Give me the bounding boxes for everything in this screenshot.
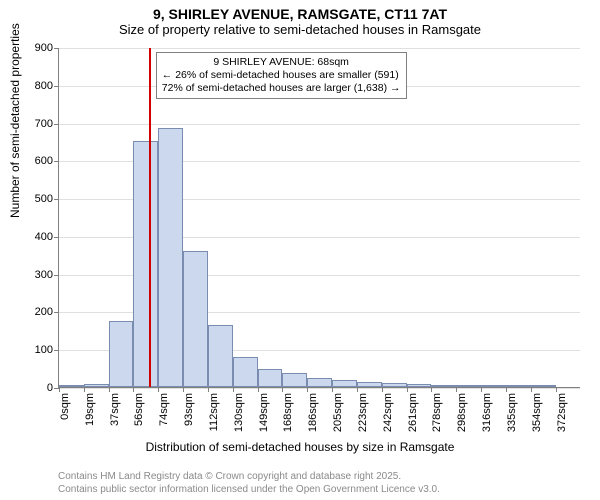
xtick-mark [456,387,457,392]
y-axis-label: Number of semi-detached properties [8,23,22,218]
ytick-mark [54,199,59,200]
xtick-label: 74sqm [158,393,170,426]
reference-line [149,48,151,387]
histogram-bar [84,384,109,387]
footer-line1: Contains HM Land Registry data © Crown c… [58,470,440,483]
histogram-bar [158,128,183,387]
histogram-bar [481,385,506,387]
ytick-mark [54,237,59,238]
ytick-mark [54,86,59,87]
histogram-bar [233,357,258,387]
xtick-mark [84,387,85,392]
xtick-mark [109,387,110,392]
ytick-label: 700 [35,118,53,130]
xtick-mark [59,387,60,392]
xtick-mark [531,387,532,392]
xtick-label: 112sqm [208,393,220,431]
histogram-bar [456,385,481,387]
ytick-label: 800 [35,80,53,92]
annotation-line2: ← 26% of semi-detached houses are smalle… [162,69,401,82]
annotation-line3: 72% of semi-detached houses are larger (… [162,82,401,95]
histogram-bar [59,385,84,387]
histogram-bar [258,369,283,387]
xtick-label: 56sqm [133,393,145,426]
xtick-mark [133,387,134,392]
histogram-bar [208,325,233,387]
ytick-mark [54,275,59,276]
chart-title-line2: Size of property relative to semi-detach… [0,22,600,41]
xtick-mark [481,387,482,392]
xtick-label: 335sqm [506,393,518,432]
xtick-label: 298sqm [456,393,468,432]
xtick-mark [258,387,259,392]
ytick-mark [54,48,59,49]
xtick-mark [506,387,507,392]
histogram-bar [282,373,307,387]
histogram-bar [531,385,556,387]
xtick-label: 223sqm [357,393,369,432]
ytick-label: 500 [35,193,53,205]
xtick-mark [332,387,333,392]
gridline [59,388,580,389]
ytick-mark [54,161,59,162]
histogram-bar [407,384,432,387]
xtick-label: 19sqm [84,393,96,426]
gridline [59,124,580,125]
xtick-label: 93sqm [183,393,195,426]
xtick-label: 186sqm [307,393,319,432]
xtick-label: 372sqm [556,393,568,432]
xtick-mark [407,387,408,392]
ytick-label: 900 [35,42,53,54]
histogram-bar [431,385,456,387]
xtick-mark [183,387,184,392]
ytick-label: 200 [35,306,53,318]
xtick-label: 168sqm [282,393,294,432]
xtick-mark [282,387,283,392]
ytick-label: 0 [47,382,53,394]
histogram-bar [506,385,531,387]
footer-attribution: Contains HM Land Registry data © Crown c… [58,470,440,496]
xtick-mark [431,387,432,392]
histogram-bar [332,380,357,387]
xtick-label: 242sqm [382,393,394,432]
ytick-label: 600 [35,155,53,167]
gridline [59,48,580,49]
histogram-bar [307,378,332,387]
annotation-line1: 9 SHIRLEY AVENUE: 68sqm [162,56,401,69]
xtick-label: 261sqm [407,393,419,432]
annotation-box: 9 SHIRLEY AVENUE: 68sqm← 26% of semi-det… [156,52,407,99]
xtick-label: 149sqm [258,393,270,432]
histogram-bar [133,141,158,387]
xtick-mark [307,387,308,392]
xtick-label: 0sqm [59,393,71,420]
xtick-mark [382,387,383,392]
x-axis-label: Distribution of semi-detached houses by … [0,440,600,454]
histogram-bar [382,383,407,387]
footer-line2: Contains public sector information licen… [58,483,440,496]
histogram-bar [357,382,382,387]
xtick-mark [208,387,209,392]
xtick-mark [158,387,159,392]
xtick-label: 354sqm [531,393,543,432]
xtick-label: 130sqm [233,393,245,432]
ytick-label: 300 [35,269,53,281]
chart-title-line1: 9, SHIRLEY AVENUE, RAMSGATE, CT11 7AT [0,0,600,22]
ytick-mark [54,124,59,125]
histogram-bar [109,321,134,387]
xtick-mark [233,387,234,392]
ytick-mark [54,350,59,351]
xtick-label: 205sqm [332,393,344,432]
ytick-mark [54,312,59,313]
xtick-mark [556,387,557,392]
chart-plot-area: 01002003004005006007008009000sqm19sqm37s… [58,48,580,388]
xtick-label: 316sqm [481,393,493,432]
xtick-label: 278sqm [431,393,443,432]
ytick-label: 100 [35,344,53,356]
xtick-label: 37sqm [109,393,121,426]
ytick-label: 400 [35,231,53,243]
xtick-mark [357,387,358,392]
histogram-bar [183,251,208,387]
